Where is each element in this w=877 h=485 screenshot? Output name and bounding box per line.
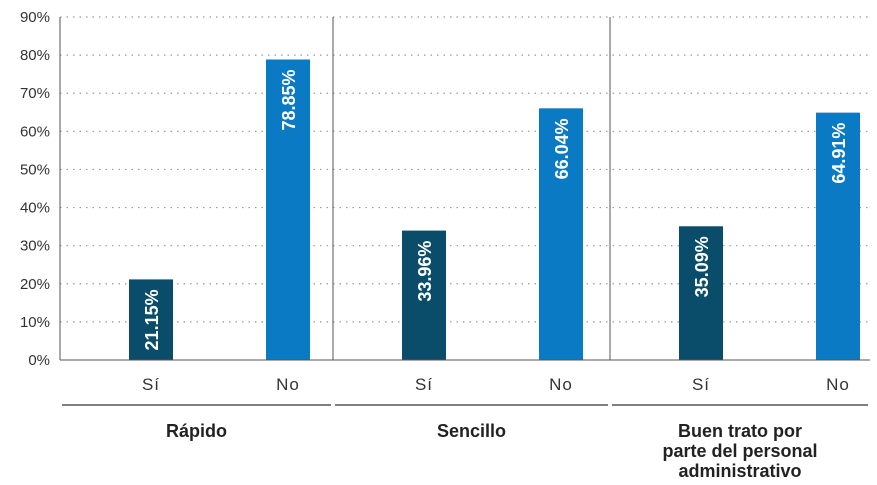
y-tick-label: 20% xyxy=(20,276,50,293)
group-label-line: Buen trato por xyxy=(678,421,802,441)
category-label: No xyxy=(276,375,300,394)
bar-value-label: 78.85% xyxy=(279,69,299,130)
category-label: Sí xyxy=(692,375,710,394)
y-tick-label: 0% xyxy=(28,352,50,369)
bar xyxy=(816,112,860,360)
bar xyxy=(129,279,173,360)
y-tick-label: 90% xyxy=(20,9,50,26)
y-tick-label: 60% xyxy=(20,123,50,140)
y-axis: 0% 10% 20% 30% 40% 50% 60% 70% 80% 90% xyxy=(20,9,61,369)
bar-value-label: 64.91% xyxy=(829,123,849,184)
bar-value-label: 35.09% xyxy=(692,236,712,297)
bar xyxy=(539,108,583,360)
y-tick-label: 80% xyxy=(20,47,50,64)
gridlines xyxy=(60,16,870,323)
bar xyxy=(266,59,310,360)
bar-value-label: 33.96% xyxy=(415,241,435,302)
y-tick-label: 30% xyxy=(20,238,50,255)
group-label: Sencillo xyxy=(437,421,506,441)
group-label-line: Sencillo xyxy=(437,421,506,441)
y-tick-label: 70% xyxy=(20,85,50,102)
bar xyxy=(679,226,723,360)
category-label: No xyxy=(826,375,850,394)
y-tick-label: 40% xyxy=(20,200,50,217)
bar xyxy=(402,230,446,360)
category-label: Sí xyxy=(415,375,433,394)
group-label-line: Rápido xyxy=(166,421,227,441)
bar-value-label: 66.04% xyxy=(552,118,572,179)
category-label: Sí xyxy=(142,375,160,394)
group-label-line: parte del personal xyxy=(662,441,817,461)
group-label: Rápido xyxy=(166,421,227,441)
group-label: Buen trato por parte del personal administ… xyxy=(662,421,817,481)
bars: 21.15% 78.85% 33.96% 66.04% 35.09% 64.91% xyxy=(129,59,860,360)
category-label: No xyxy=(549,375,573,394)
x-axis: Sí No Rápido Sí No Sencillo Sí No Buen trato por… xyxy=(60,17,870,481)
y-tick-label: 50% xyxy=(20,161,50,178)
group-label-line: administrativo xyxy=(678,461,801,481)
y-tick-label: 10% xyxy=(20,314,50,331)
bar-value-label: 21.15% xyxy=(142,289,162,350)
